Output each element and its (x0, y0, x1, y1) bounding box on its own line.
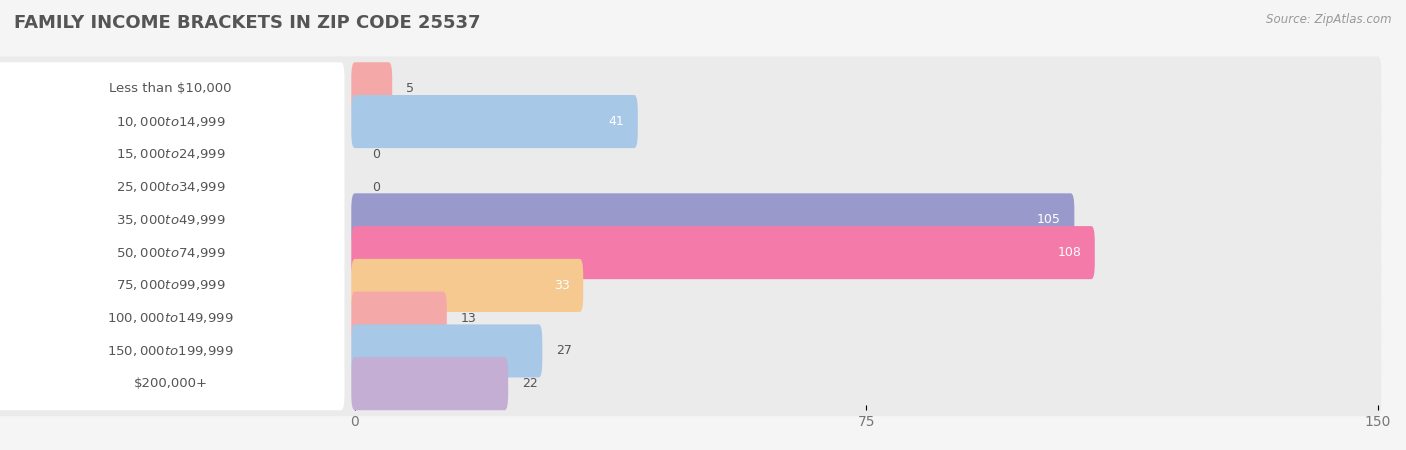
FancyBboxPatch shape (0, 286, 1381, 351)
Text: 41: 41 (609, 115, 624, 128)
Text: 5: 5 (406, 82, 413, 95)
FancyBboxPatch shape (352, 62, 392, 115)
Text: FAMILY INCOME BRACKETS IN ZIP CODE 25537: FAMILY INCOME BRACKETS IN ZIP CODE 25537 (14, 14, 481, 32)
Text: Source: ZipAtlas.com: Source: ZipAtlas.com (1267, 14, 1392, 27)
Text: 13: 13 (460, 312, 477, 324)
FancyBboxPatch shape (0, 253, 1381, 318)
FancyBboxPatch shape (352, 324, 543, 378)
FancyBboxPatch shape (352, 357, 508, 410)
FancyBboxPatch shape (0, 128, 344, 181)
Text: $150,000 to $199,999: $150,000 to $199,999 (107, 344, 233, 358)
Text: 27: 27 (555, 344, 572, 357)
FancyBboxPatch shape (0, 155, 1381, 220)
FancyBboxPatch shape (0, 122, 1381, 187)
FancyBboxPatch shape (0, 292, 344, 345)
FancyBboxPatch shape (352, 292, 447, 345)
FancyBboxPatch shape (0, 319, 1381, 383)
FancyBboxPatch shape (0, 324, 344, 378)
Text: 33: 33 (554, 279, 569, 292)
FancyBboxPatch shape (352, 259, 583, 312)
FancyBboxPatch shape (0, 188, 1381, 252)
FancyBboxPatch shape (0, 89, 1381, 154)
FancyBboxPatch shape (0, 259, 344, 312)
Text: 22: 22 (522, 377, 537, 390)
Text: $100,000 to $149,999: $100,000 to $149,999 (107, 311, 233, 325)
Text: 108: 108 (1057, 246, 1081, 259)
Text: $15,000 to $24,999: $15,000 to $24,999 (115, 147, 225, 162)
Text: 0: 0 (371, 180, 380, 194)
Text: 105: 105 (1036, 213, 1060, 226)
FancyBboxPatch shape (0, 95, 344, 148)
Text: $50,000 to $74,999: $50,000 to $74,999 (115, 246, 225, 260)
Text: $200,000+: $200,000+ (134, 377, 208, 390)
Text: $25,000 to $34,999: $25,000 to $34,999 (115, 180, 225, 194)
FancyBboxPatch shape (0, 161, 344, 214)
FancyBboxPatch shape (352, 194, 1074, 247)
FancyBboxPatch shape (352, 226, 1095, 279)
FancyBboxPatch shape (0, 351, 1381, 416)
FancyBboxPatch shape (0, 226, 344, 279)
FancyBboxPatch shape (0, 357, 344, 410)
FancyBboxPatch shape (0, 220, 1381, 285)
FancyBboxPatch shape (352, 95, 638, 148)
FancyBboxPatch shape (0, 56, 1381, 121)
Text: $35,000 to $49,999: $35,000 to $49,999 (115, 213, 225, 227)
FancyBboxPatch shape (0, 194, 344, 247)
Text: Less than $10,000: Less than $10,000 (110, 82, 232, 95)
Text: $10,000 to $14,999: $10,000 to $14,999 (115, 115, 225, 129)
Text: $75,000 to $99,999: $75,000 to $99,999 (115, 279, 225, 292)
FancyBboxPatch shape (0, 62, 344, 115)
Text: 0: 0 (371, 148, 380, 161)
